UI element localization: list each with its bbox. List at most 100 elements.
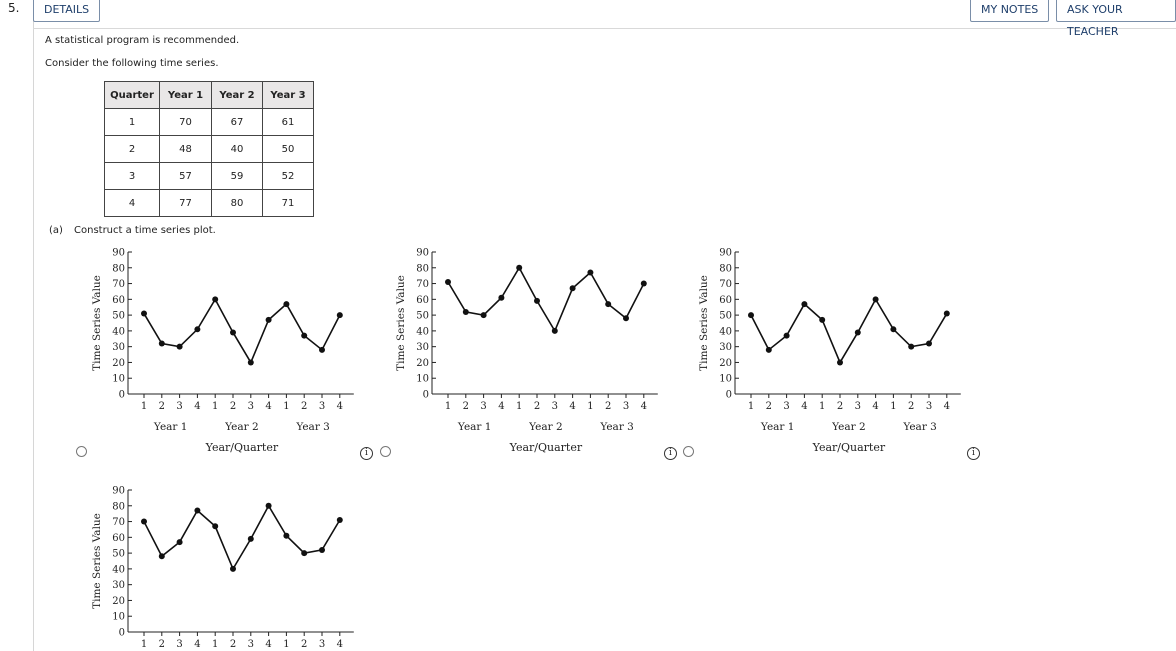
- data-point: [819, 316, 826, 323]
- data-point: [230, 565, 236, 572]
- part-a-label: (a): [49, 225, 63, 236]
- data-point: [194, 507, 201, 514]
- option-2-radio[interactable]: [380, 446, 391, 457]
- data-point: [283, 532, 290, 539]
- data-point: [908, 343, 915, 350]
- data-point: [837, 359, 843, 366]
- y-tick-label: 40: [112, 326, 125, 337]
- x-tick-label: 2: [837, 401, 843, 412]
- data-point: [587, 269, 594, 276]
- data-point: [176, 539, 183, 546]
- year-label: Year 3: [295, 421, 330, 433]
- x-tick-label: 3: [783, 401, 789, 412]
- data-point: [230, 329, 236, 336]
- data-point: [212, 296, 219, 303]
- x-tick-label: 2: [605, 401, 611, 412]
- y-tick-label: 40: [112, 564, 125, 575]
- year-label: Year 2: [831, 421, 866, 433]
- x-axis-label: Year/Quarter: [205, 441, 279, 454]
- table-cell: 61: [262, 108, 314, 136]
- y-tick-label: 60: [416, 295, 429, 306]
- part-a-text: Construct a time series plot.: [74, 225, 216, 236]
- y-tick-label: 10: [112, 612, 125, 623]
- x-tick-label: 3: [623, 401, 629, 412]
- y-tick-label: 70: [416, 279, 429, 290]
- x-tick-label: 1: [283, 639, 289, 650]
- y-tick-label: 40: [416, 326, 429, 337]
- option-1-radio[interactable]: [76, 446, 87, 457]
- table-row: 4 77 80 71: [104, 189, 314, 217]
- y-tick-label: 10: [112, 374, 125, 385]
- option-3-radio[interactable]: [683, 446, 694, 457]
- data-point: [158, 553, 165, 560]
- x-tick-label: 2: [301, 401, 307, 412]
- question-number: 5.: [8, 1, 20, 15]
- data-point: [141, 518, 147, 525]
- table-cell: 70: [159, 108, 212, 136]
- y-axis-label: Time Series Value: [698, 275, 710, 371]
- data-point: [872, 296, 879, 303]
- y-tick-label: 80: [112, 263, 125, 274]
- table-header-row: Quarter Year 1 Year 2 Year 3: [104, 81, 314, 109]
- y-tick-label: 10: [416, 374, 429, 385]
- left-divider: [33, 0, 34, 651]
- y-tick-label: 60: [112, 533, 125, 544]
- y-tick-label: 80: [112, 501, 125, 512]
- table-cell: 2: [104, 135, 160, 163]
- year-label: Year 2: [224, 421, 259, 433]
- data-point: [158, 340, 165, 347]
- y-tick-label: 70: [719, 279, 732, 290]
- year-label: Year 3: [599, 421, 634, 433]
- table-cell: 3: [104, 162, 160, 190]
- y-tick-label: 10: [719, 374, 732, 385]
- x-tick-label: 3: [319, 401, 325, 412]
- data-point: [498, 294, 505, 301]
- data-point: [551, 327, 558, 334]
- data-point: [748, 312, 754, 319]
- x-tick-label: 3: [855, 401, 861, 412]
- x-tick-label: 4: [337, 639, 343, 650]
- x-tick-label: 1: [141, 639, 147, 650]
- details-button[interactable]: DETAILS: [33, 0, 101, 22]
- data-point: [854, 329, 861, 336]
- x-tick-label: 2: [230, 639, 236, 650]
- data-point: [783, 332, 790, 339]
- x-tick-label: 1: [516, 401, 522, 412]
- y-tick-label: 50: [112, 549, 125, 560]
- y-tick-label: 20: [719, 358, 732, 369]
- y-tick-label: 50: [112, 311, 125, 322]
- data-point: [462, 308, 469, 315]
- y-tick-label: 90: [719, 248, 732, 259]
- y-tick-label: 80: [416, 263, 429, 274]
- data-point: [265, 502, 272, 509]
- table-header: Year 3: [262, 81, 314, 109]
- series-line: [750, 297, 948, 365]
- statistical-program-note: A statistical program is recommended.: [45, 35, 240, 46]
- x-tick-label: 2: [159, 401, 165, 412]
- data-point: [640, 280, 647, 287]
- my-notes-button[interactable]: MY NOTES: [970, 0, 1050, 22]
- option-3-info-icon[interactable]: i: [967, 447, 980, 460]
- option-1-info-icon[interactable]: i: [360, 447, 373, 460]
- series-line: [143, 504, 341, 571]
- y-tick-label: 30: [112, 580, 125, 591]
- x-axis-label: Year/Quarter: [812, 441, 886, 454]
- x-tick-label: 2: [908, 401, 914, 412]
- data-point: [176, 343, 183, 350]
- ask-your-teacher-button[interactable]: ASK YOUR TEACHER: [1056, 0, 1176, 38]
- x-tick-label: 2: [463, 401, 469, 412]
- data-point: [319, 346, 325, 353]
- data-point: [336, 516, 343, 523]
- x-tick-label: 4: [194, 639, 200, 650]
- y-tick-label: 20: [112, 596, 125, 607]
- y-tick-label: 70: [112, 517, 125, 528]
- table-row: 1 70 67 61: [104, 108, 314, 136]
- option-2-info-icon[interactable]: i: [664, 447, 677, 460]
- data-point: [926, 340, 932, 347]
- year-label: Year 1: [457, 421, 492, 433]
- data-point: [265, 316, 272, 323]
- table-cell: 59: [211, 162, 263, 190]
